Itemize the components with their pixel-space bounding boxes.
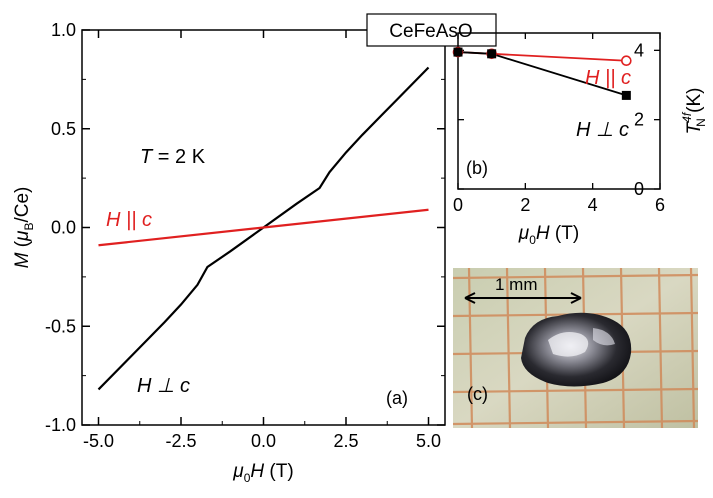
x-axis-label: μ0H (T)	[518, 223, 579, 247]
x-tick-label: 5.0	[416, 431, 441, 451]
x-tick-label: -2.5	[165, 431, 196, 451]
data-point	[622, 91, 631, 100]
panel-a: -5.0 -2.5 0.0 2.5 5.0 -1.0 -0.5 0.0 0.5 1.0 μ0H (T…	[12, 20, 445, 485]
data-point	[454, 48, 463, 57]
y-tick-label: -1.0	[45, 415, 76, 435]
series-label-h-perp-c: H ⊥ c	[137, 375, 190, 397]
series-label-h-perp-c: H ⊥ c	[576, 119, 629, 141]
x-tick-label: 2.5	[333, 431, 358, 451]
scale-label: 1 mm	[495, 275, 538, 294]
panel-label-b: (b)	[466, 158, 488, 178]
data-point	[487, 49, 496, 58]
x-tick-label: 6	[655, 195, 665, 215]
panel-label-a: (a)	[386, 388, 408, 408]
y-tick-label: 0.0	[51, 218, 76, 238]
x-tick-label: 4	[588, 195, 598, 215]
y-axis-label: T4fN (K)	[680, 88, 708, 135]
x-tick-label: 2	[520, 195, 530, 215]
panel-label-c: (c)	[467, 384, 488, 404]
y-tick-label: 1.0	[51, 20, 76, 40]
y-axis-label: M (μB/Ce)	[12, 187, 36, 269]
x-tick-label: 0.0	[251, 431, 276, 451]
x-axis-label: μ0H (T)	[232, 461, 293, 485]
temperature-annotation: T = 2 K	[140, 146, 206, 168]
series-label-h-par-c: H || c	[106, 209, 152, 231]
y-tick-label: 2	[634, 110, 644, 130]
crystal-photo: 1 mm (c)	[453, 268, 698, 428]
data-point	[622, 56, 631, 65]
y-tick-label: 0	[634, 179, 644, 199]
x-tick-label: 0	[453, 195, 463, 215]
series-label-h-par-c: H || c	[585, 67, 631, 89]
x-tick-label: -5.0	[83, 431, 114, 451]
y-tick-label: 4	[634, 40, 644, 60]
title-badge: CeFeAsO	[389, 21, 472, 42]
y-tick-label: -0.5	[45, 316, 76, 336]
y-tick-label: 0.5	[51, 119, 76, 139]
